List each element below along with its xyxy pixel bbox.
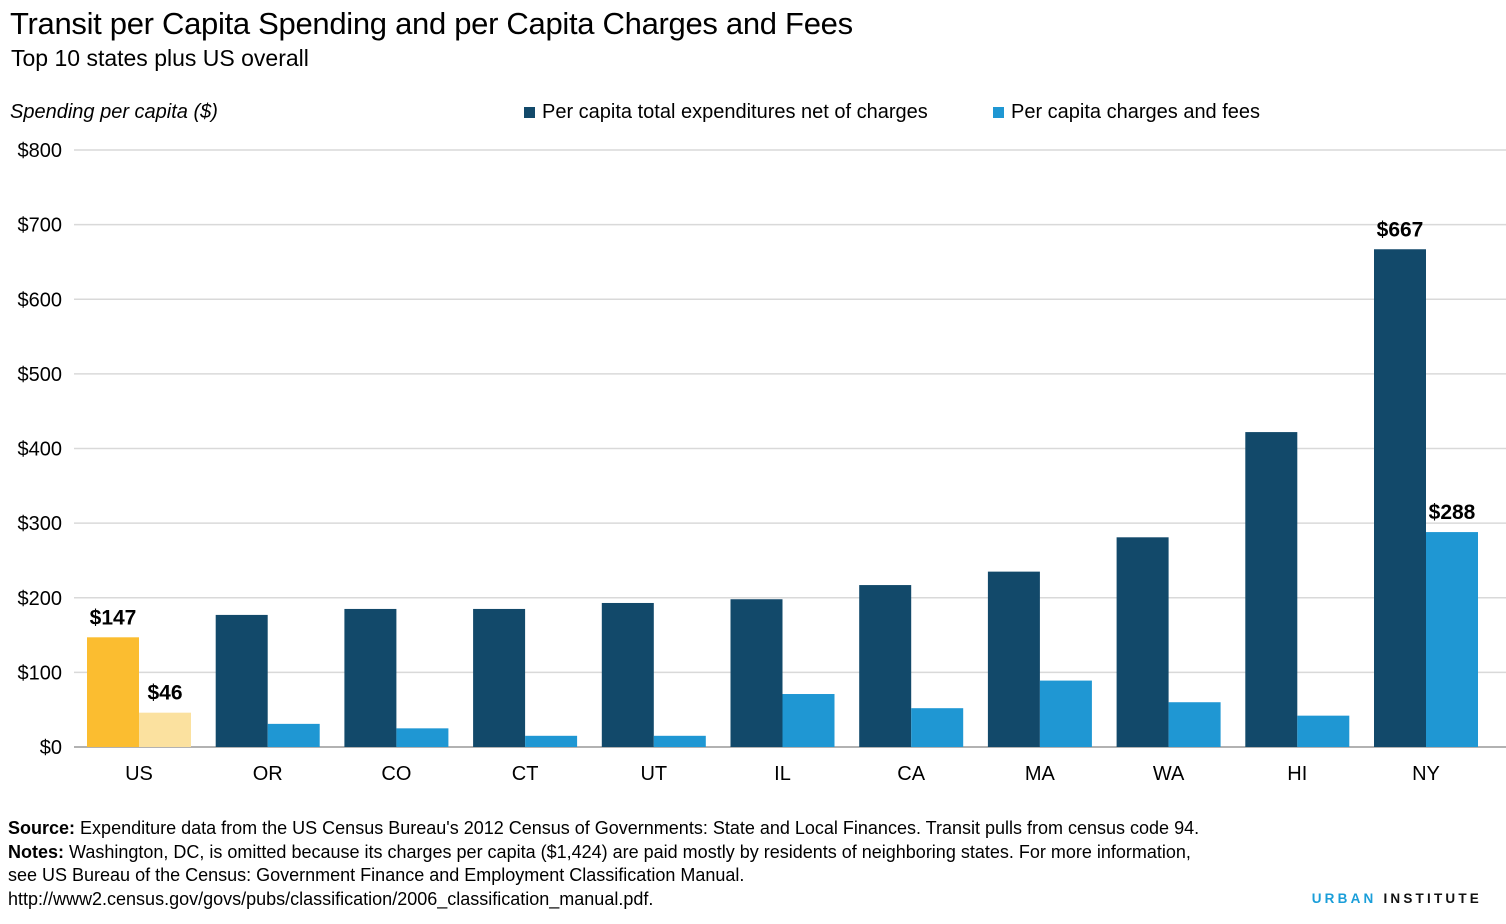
y-tick-label: $0 [40, 737, 62, 759]
chart-subtitle: Top 10 states plus US overall [11, 45, 309, 71]
bar-ca-series-1 [911, 708, 964, 747]
bar-hi-series-0 [1245, 432, 1298, 747]
y-tick-label: $600 [18, 289, 63, 311]
y-axis-label: Spending per capita ($) [10, 101, 218, 123]
urban-institute-logo: URBAN INSTITUTE [1312, 891, 1482, 906]
bar-us-series-0 [87, 637, 139, 747]
data-label: $288 [1429, 501, 1476, 524]
x-tick-label: OR [253, 763, 283, 785]
x-tick-label: WA [1153, 763, 1185, 785]
chart-footer: Source: Expenditure data from the US Cen… [8, 817, 1199, 911]
y-tick-label: $100 [18, 662, 63, 684]
notes-label: Notes: [8, 841, 65, 862]
bar-ct-series-0 [473, 608, 526, 747]
legend-label-expenditures: Per capita total expenditures net of cha… [542, 101, 928, 123]
notes-text: Washington, DC, is omitted because its c… [69, 841, 1191, 862]
legend-swatch-expenditures [524, 107, 535, 118]
x-tick-label: CO [381, 763, 411, 785]
notes-line-3: http://www2.census.gov/govs/pubs/classif… [8, 888, 654, 909]
data-label: $147 [90, 606, 137, 629]
y-tick-label: $200 [18, 588, 63, 610]
bar-co-series-0 [344, 608, 397, 747]
bar-hi-series-1 [1297, 715, 1350, 747]
bar-ma-series-0 [987, 571, 1040, 747]
x-tick-label: HI [1287, 763, 1307, 785]
source-text: Expenditure data from the US Census Bure… [80, 818, 1200, 838]
y-tick-label: $500 [18, 364, 63, 386]
legend-swatch-charges [993, 107, 1004, 118]
chart-title: Transit per Capita Spending and per Capi… [10, 6, 853, 41]
x-tick-label: CA [897, 763, 925, 785]
bar-ma-series-1 [1039, 680, 1092, 747]
legend-item-charges: Per capita charges and fees [993, 101, 1260, 124]
bar-co-series-1 [396, 728, 449, 747]
bar-ny-series-0 [1374, 249, 1426, 747]
bar-or-series-0 [215, 614, 268, 747]
y-tick-label: $700 [18, 215, 63, 237]
bar-chart: $0 $100 $200 $300 $400 $500 $600 $700 $800 US OR CO… [18, 140, 1506, 785]
bar-wa-series-0 [1116, 537, 1169, 747]
x-tick-label: IL [774, 763, 791, 785]
source-label: Source: [8, 818, 76, 838]
bar-ut-series-1 [653, 735, 706, 747]
bar-il-series-1 [782, 694, 835, 747]
bar-ut-series-0 [601, 602, 654, 747]
y-tick-label: $300 [18, 513, 63, 535]
legend-label-charges: Per capita charges and fees [1011, 101, 1261, 123]
x-tick-label: CT [512, 763, 539, 785]
bar-il-series-0 [730, 599, 783, 747]
data-label: $667 [1377, 218, 1424, 241]
data-label: $46 [147, 682, 182, 705]
notes-line: Notes: Washington, DC, is omitted becaus… [8, 841, 1199, 865]
bar-or-series-1 [267, 723, 320, 747]
bar-wa-series-1 [1168, 702, 1221, 747]
source-line: Source: Expenditure data from the US Cen… [8, 817, 1199, 841]
legend-item-expenditures: Per capita total expenditures net of cha… [524, 101, 928, 124]
x-tick-label: NY [1412, 763, 1440, 785]
x-tick-label: UT [640, 763, 667, 785]
x-tick-label: US [125, 763, 153, 785]
notes-line-2: see US Bureau of the Census: Government … [8, 865, 745, 885]
y-tick-label: $800 [18, 140, 63, 162]
logo-institute: INSTITUTE [1383, 891, 1482, 906]
y-tick-label: $400 [18, 439, 63, 461]
bar-ny-series-1 [1426, 532, 1478, 747]
logo-urban: URBAN [1311, 891, 1377, 906]
bar-ct-series-1 [525, 735, 578, 747]
x-tick-label: MA [1025, 763, 1056, 785]
bar-ca-series-0 [859, 585, 912, 747]
bar-us-series-1 [139, 712, 191, 747]
